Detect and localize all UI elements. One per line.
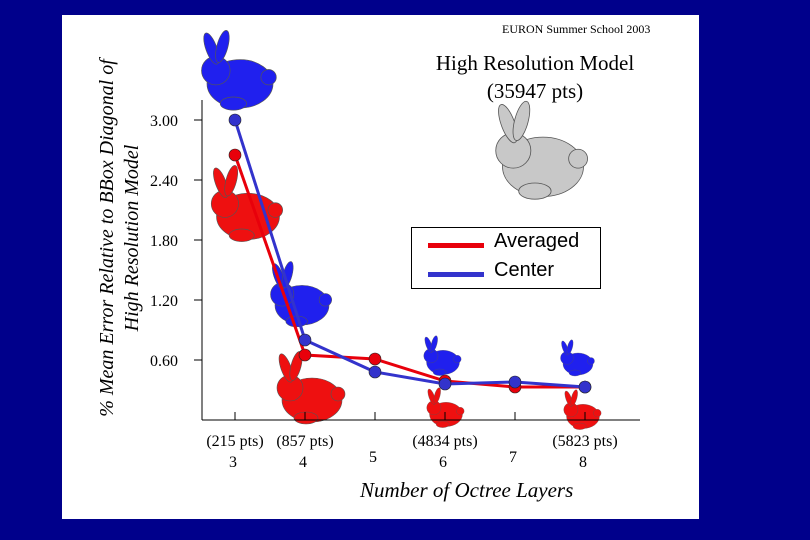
x-tick-note: (4834 pts) (412, 433, 477, 450)
data-point-averaged (298, 348, 312, 362)
high-resolution-label: High Resolution Model (35947 pts) (435, 51, 635, 103)
y-tick-label: 1.20 (150, 293, 178, 310)
x-tick-note: (857 pts) (276, 433, 333, 450)
data-point-center (508, 375, 522, 389)
x-tick-note: (5823 pts) (552, 433, 617, 450)
x-tick-label: 4 (299, 454, 307, 471)
x-tick-label: 3 (229, 454, 237, 471)
legend-label-averaged: Averaged (494, 230, 580, 252)
bunny-red-4-part (330, 386, 346, 402)
bunny-red-6-part (433, 387, 441, 404)
bunny-red-4 (276, 351, 346, 425)
y-tick-label: 1.80 (150, 233, 178, 250)
y-tick-label: 0.60 (150, 353, 178, 370)
bunny-blue-4-part (318, 293, 332, 307)
bunny-red-3-part (267, 202, 283, 218)
y-tick-label: 3.00 (150, 113, 178, 130)
y-tick-label: 2.40 (150, 173, 178, 190)
legend-label-center: Center (494, 259, 555, 281)
bunny-blue-8-part (587, 357, 595, 365)
data-point-center (298, 333, 312, 347)
legend-item-averaged: Averaged (428, 230, 598, 258)
bunny-blue-3 (201, 30, 277, 111)
bunny-red-8 (563, 389, 602, 430)
legend: Averaged Center (411, 227, 601, 289)
series-line-center (233, 119, 586, 389)
bunny-hires-part (512, 100, 531, 141)
x-tick-label: 6 (439, 454, 447, 471)
bunny-hires (495, 100, 588, 200)
bunny-red-6 (426, 387, 465, 428)
bunny-red-4-part (293, 411, 319, 425)
y-axis-label: % Mean Error Relative to BBox Diagonal o… (96, 59, 143, 417)
bunny-blue-8-part (568, 369, 582, 377)
bunny-red-3-part (224, 165, 239, 197)
bunny-red-8-part (593, 409, 602, 418)
bunny-hires-part (518, 182, 552, 200)
bunny-hires-part (568, 148, 588, 169)
bunny-red-8-part (572, 422, 587, 430)
footer-text: EURON Summer School 2003 (502, 22, 651, 36)
data-point-center (368, 365, 382, 379)
bunny-blue-8-part (566, 339, 574, 355)
bunny-blue-8 (560, 339, 595, 377)
bunny-blue-6 (423, 335, 462, 376)
legend-line-averaged (428, 243, 484, 248)
bunny-red-6-part (456, 407, 465, 416)
legend-line-center (428, 272, 484, 277)
x-tick-label: 7 (509, 449, 517, 466)
data-point-center (578, 380, 592, 394)
bunny-red-3-part (228, 228, 255, 242)
bunny-blue-4 (270, 261, 332, 328)
bunny-blue-6-part (430, 335, 438, 352)
x-tick-note: (215 pts) (206, 433, 263, 450)
x-axis-label: Number of Octree Layers (360, 478, 574, 502)
bunny-red-6-part (435, 420, 450, 428)
bunny-blue-6-part (432, 368, 447, 376)
bunny-blue-3-part (219, 96, 247, 111)
bunny-blue-6-part (453, 355, 462, 364)
data-point-averaged (228, 148, 242, 162)
data-point-center (228, 113, 242, 127)
bunny-blue-3-part (260, 69, 277, 86)
x-tick-label: 5 (369, 449, 377, 466)
data-point-center (438, 377, 452, 391)
bunny-blue-3-part (215, 30, 230, 63)
x-tick-label: 8 (579, 454, 587, 471)
bunny-red-3 (210, 165, 283, 242)
bunny-red-8-part (570, 389, 578, 406)
data-point-averaged (368, 352, 382, 366)
legend-item-center: Center (428, 259, 598, 287)
series-line-averaged (233, 154, 585, 389)
